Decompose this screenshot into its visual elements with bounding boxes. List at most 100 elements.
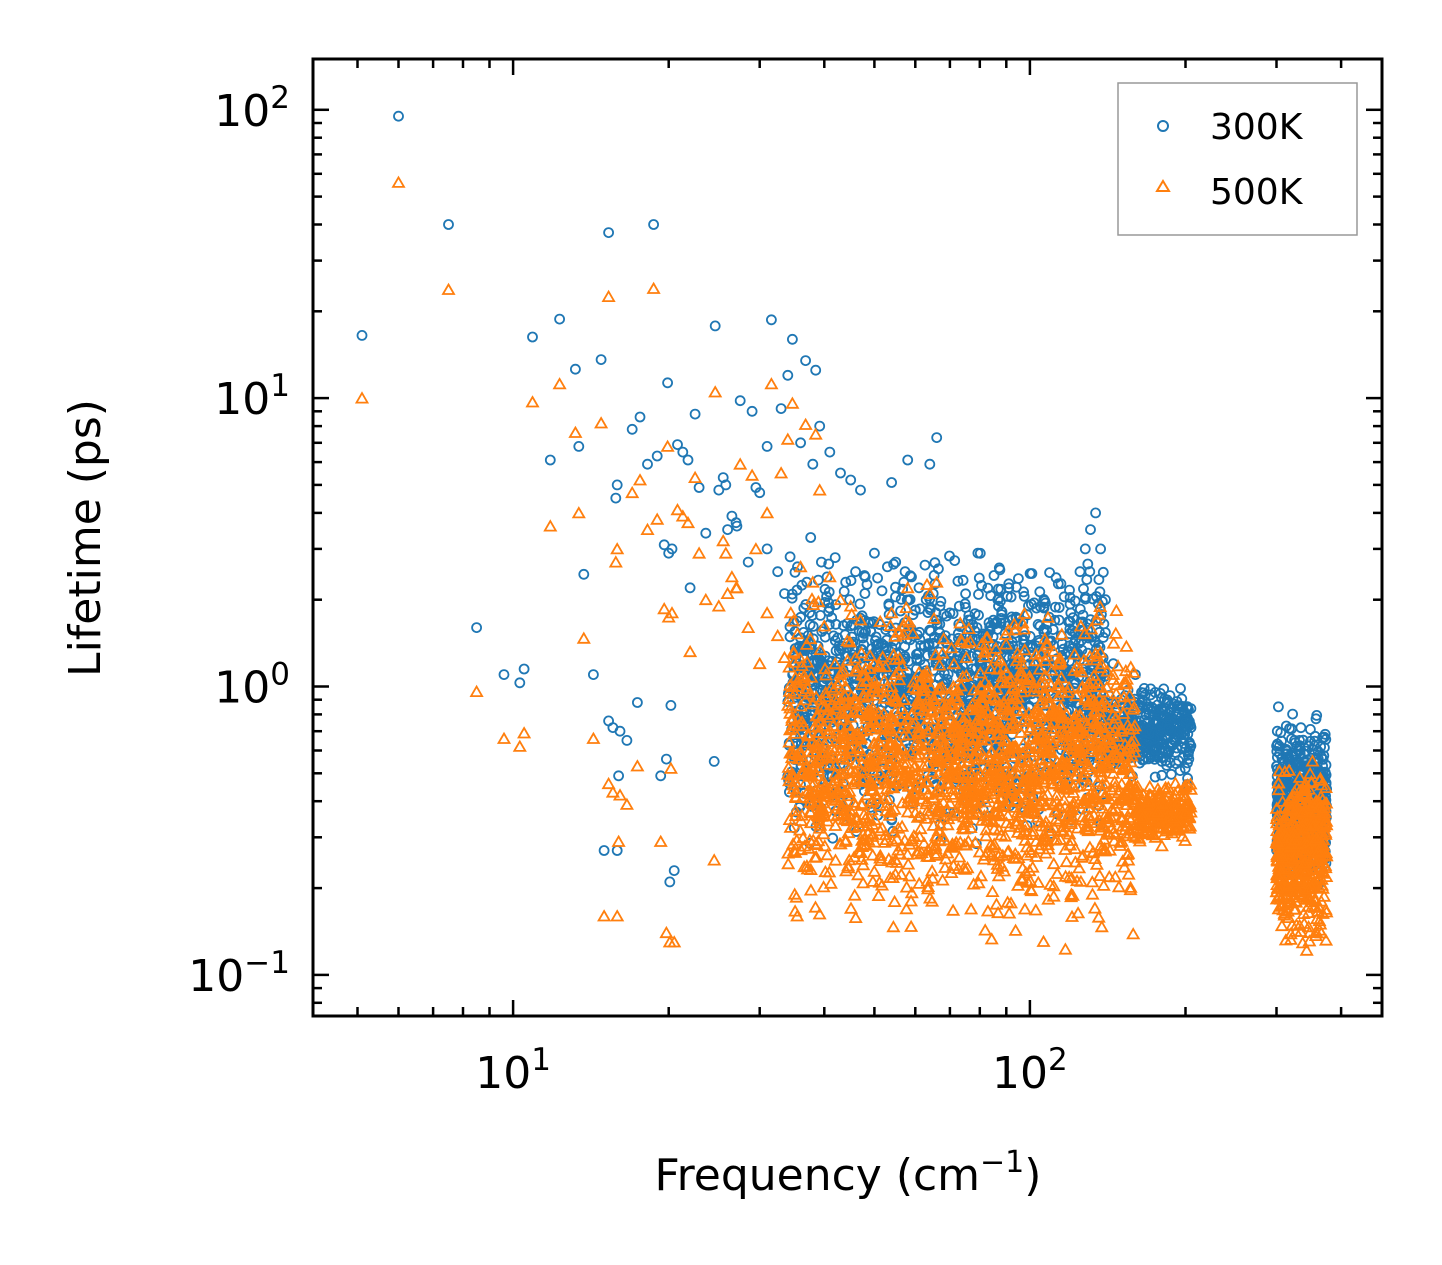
point-500k (1049, 788, 1064, 801)
point-500k (1110, 749, 1125, 762)
point-500k (1028, 653, 1043, 667)
point-500k (1095, 740, 1110, 753)
point-500k (979, 733, 994, 746)
point-300k (924, 604, 936, 616)
point-500k (954, 635, 969, 648)
point-500k (910, 847, 925, 860)
point-500k (1055, 765, 1070, 778)
point-500k (1096, 878, 1111, 891)
point-500k (956, 762, 971, 775)
point-500k (802, 687, 817, 700)
point-500k (991, 905, 1006, 919)
point-500k (960, 811, 975, 825)
point-500k (998, 755, 1013, 768)
point-500k (893, 847, 908, 860)
point-500k (974, 681, 989, 694)
point-500k (874, 853, 889, 866)
point-500k (1025, 860, 1040, 873)
point-500k (928, 750, 943, 764)
point-500k (867, 864, 882, 877)
point-500k (931, 682, 946, 695)
point-500k (940, 846, 955, 859)
point-500k (1118, 663, 1133, 677)
point-300k (971, 622, 983, 633)
point-300k (1090, 507, 1101, 519)
point-500k (1036, 934, 1051, 947)
point-500k (901, 764, 916, 777)
point-300k (1179, 763, 1191, 774)
point-300k (663, 547, 675, 559)
point-500k (1299, 943, 1314, 956)
point-500k (792, 823, 808, 836)
point-300k (598, 845, 610, 856)
point-300k (906, 571, 917, 583)
point-500k (1010, 766, 1025, 779)
point-500k (839, 864, 854, 877)
point-300k (1165, 703, 1176, 715)
point-500k (1013, 664, 1028, 677)
point-500k (912, 677, 927, 690)
point-300k (805, 532, 817, 543)
point-500k (1028, 834, 1044, 847)
point-300k (888, 558, 899, 570)
point-500k (786, 781, 801, 794)
point-500k (932, 724, 947, 737)
point-500k (930, 688, 945, 701)
point-500k (791, 712, 806, 725)
point-500k (997, 733, 1012, 746)
point-300k (1156, 692, 1167, 704)
point-500k (859, 707, 874, 720)
point-500k (794, 813, 809, 826)
series-500k (354, 175, 1334, 956)
point-500k (821, 702, 836, 716)
point-300k (651, 450, 663, 462)
point-500k (853, 744, 868, 757)
point-300k (1041, 624, 1053, 636)
point-300k (1174, 765, 1186, 776)
point-500k (783, 678, 798, 691)
point-300k (857, 632, 869, 644)
point-300k (642, 458, 653, 470)
point-500k (1076, 793, 1091, 806)
point-300k (915, 640, 927, 651)
point-500k (1049, 832, 1064, 846)
point-300k (1284, 723, 1295, 734)
point-300k (1145, 689, 1156, 701)
point-500k (928, 839, 943, 852)
point-500k (945, 840, 960, 853)
point-500k (995, 746, 1010, 760)
point-300k (979, 670, 990, 681)
point-500k (912, 771, 927, 785)
point-500k (1029, 732, 1044, 745)
point-500k (1049, 794, 1064, 807)
point-500k (1050, 866, 1065, 879)
point-500k (992, 823, 1007, 836)
point-300k (648, 219, 659, 230)
point-500k (944, 865, 959, 878)
point-500k (797, 839, 812, 852)
point-500k (856, 876, 871, 889)
point-500k (899, 880, 914, 893)
point-500k (1092, 868, 1107, 881)
point-300k (1019, 630, 1031, 641)
point-300k (786, 592, 798, 604)
point-300k (886, 477, 897, 488)
point-500k (1058, 869, 1073, 882)
point-500k (922, 891, 938, 904)
point-500k (917, 742, 932, 755)
point-500k (806, 744, 821, 757)
point-500k (944, 697, 959, 710)
point-500k (877, 691, 892, 704)
point-500k (899, 749, 914, 762)
point-500k (978, 674, 993, 688)
point-500k (1102, 869, 1117, 883)
point-300k (1294, 741, 1306, 753)
point-500k (1298, 789, 1313, 802)
point-500k (1098, 807, 1114, 820)
point-500k (1312, 913, 1327, 927)
point-500k (892, 651, 907, 664)
point-500k (1305, 754, 1320, 767)
point-300k (1150, 745, 1161, 756)
point-500k (1081, 762, 1097, 775)
point-300k (800, 355, 811, 367)
